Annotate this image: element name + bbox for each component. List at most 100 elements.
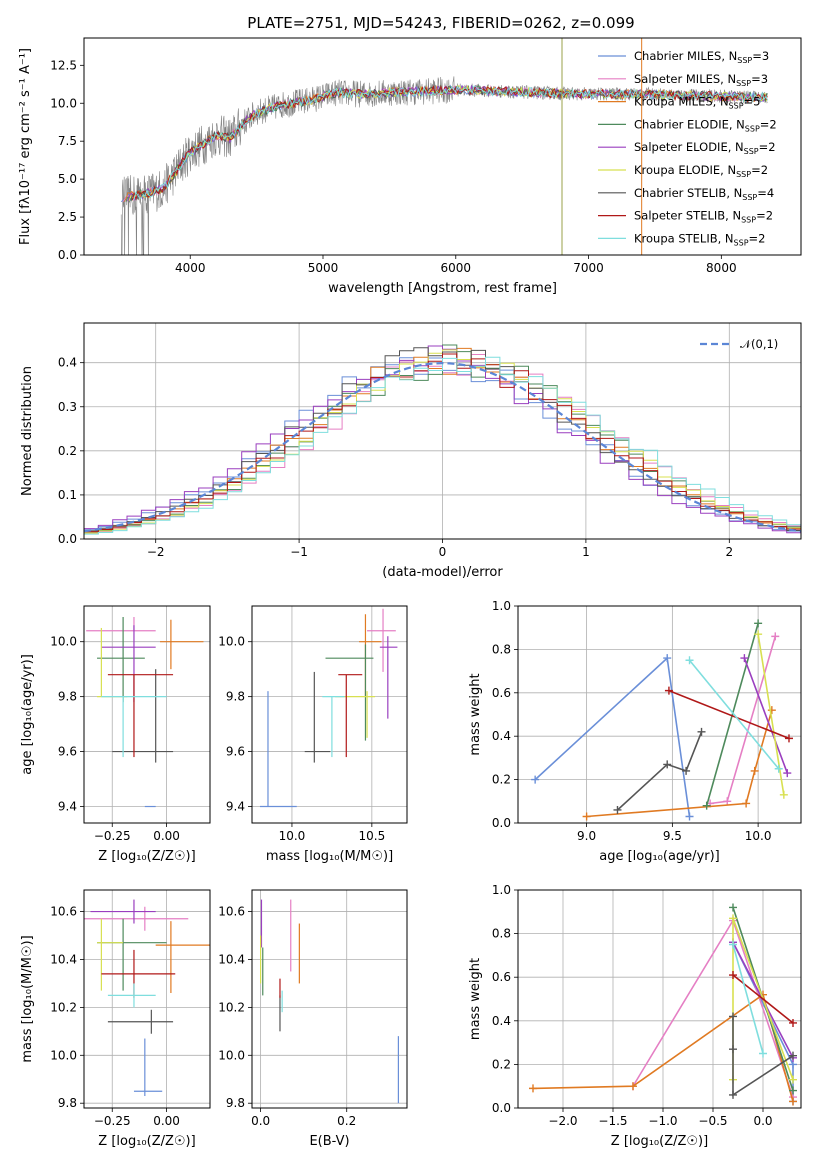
plot-area-weight-age	[518, 606, 801, 823]
y-tick-label: 0.8	[492, 927, 511, 941]
series-line	[757, 634, 785, 795]
model-line-kroupa-stelib	[133, 85, 769, 201]
point-marker	[779, 790, 788, 799]
x-tick-label: 0.0	[251, 1114, 270, 1128]
y-axis-label: mass weight	[468, 958, 483, 1040]
plot-area-age-mass	[252, 606, 407, 823]
x-tick-label: 0	[439, 545, 447, 559]
x-tick-label: −2	[147, 545, 165, 559]
x-tick-label: 2	[725, 545, 733, 559]
y-tick-label: 9.4	[58, 800, 77, 814]
axes-frame	[83, 322, 802, 540]
y-tick-label: 9.6	[226, 745, 245, 759]
figure-title: PLATE=2751, MJD=54243, FIBERID=0262, z=0…	[247, 14, 634, 32]
y-tick-label: 0.2	[492, 1057, 511, 1071]
series-kroupa-stelib	[729, 940, 767, 1058]
y-tick-label: 10.4	[218, 952, 245, 966]
x-tick-label: 7000	[573, 261, 604, 275]
point-kroupa-elodie	[97, 918, 124, 991]
panel-mass-ebv: 0.0 0.2 9.8 10.0 10.2 10.4 10.6 E(B-V)	[218, 889, 408, 1149]
plot-area-spectrum	[120, 38, 769, 255]
y-tick-label: 0.0	[492, 1101, 511, 1115]
y-tick-label: 10.0	[50, 1048, 77, 1062]
point-marker	[663, 760, 672, 769]
series-line	[668, 689, 790, 740]
series-line	[732, 944, 764, 1054]
y-tick-label: 10.0	[218, 635, 245, 649]
point-chabrier-elodie	[97, 616, 145, 703]
point-marker	[685, 812, 694, 821]
point-salpeter-miles	[367, 608, 396, 672]
point-marker	[754, 630, 763, 639]
x-tick-label: 10.0	[745, 829, 772, 843]
point-marker	[529, 1084, 537, 1093]
x-tick-label: 0.00	[153, 1114, 180, 1128]
legend-entry: 𝒩(0,1)	[740, 337, 778, 351]
y-tick-label: 1.0	[492, 883, 511, 897]
plot-area-residuals	[84, 323, 801, 539]
panel-weight-age: 9.0 9.5 10.0 0.0 0.2 0.4 0.6 0.8 1.0 age [log₁₀(a…	[468, 599, 802, 864]
point-kroupa-stelib	[107, 983, 156, 1008]
point-chabrier-elodie	[325, 644, 374, 741]
axes-frame	[83, 889, 211, 1109]
point-salpeter-miles	[84, 906, 189, 931]
x-axis-label: E(B-V)	[309, 1134, 349, 1149]
histogram-salpeter-elodie	[84, 345, 801, 534]
point-marker	[729, 1012, 737, 1021]
point-salpeter-elodie	[101, 625, 156, 703]
y-tick-label: 0.8	[492, 642, 511, 656]
x-axis-label: mass [log₁₀(M/M☉)]	[266, 849, 393, 864]
series-line	[616, 731, 703, 811]
point-chabrier-miles	[259, 691, 297, 808]
panel-mass-z: −0.25 0.00 9.8 10.0 10.2 10.4 10.6 Z [log₁₀(Z/Z…	[20, 889, 211, 1149]
point-marker	[729, 940, 737, 949]
point-chabrier-stelib	[107, 1009, 174, 1034]
y-tick-label: 0.6	[492, 970, 511, 984]
y-tick-label: 10.4	[50, 952, 77, 966]
x-axis-label: wavelength [Angstrom, rest frame]	[328, 281, 557, 296]
axes-frame	[517, 605, 802, 824]
point-marker	[742, 799, 751, 808]
point-marker	[729, 1090, 737, 1099]
y-axis-label: mass [log₁₀(M/M☉)]	[20, 935, 35, 1062]
panel-spectrum: 4000 5000 6000 7000 8000 0.0 2.5 5.0 7.5 10.0 12.5…	[18, 37, 802, 296]
panel-age-z: −0.25 0.00 9.4 9.6 9.8 10.0 Z [log₁₀(Z/Z☉)] age…	[20, 605, 211, 864]
x-tick-label: 5000	[308, 261, 339, 275]
y-tick-label: 2.5	[58, 210, 77, 224]
point-marker	[629, 1082, 637, 1091]
x-tick-label: 0.2	[337, 1114, 356, 1128]
y-tick-label: 9.6	[58, 745, 77, 759]
y-tick-label: 0.1	[58, 488, 77, 502]
plot-area-weight-z	[518, 890, 801, 1108]
point-salpeter-miles	[86, 616, 156, 632]
y-tick-label: 10.0	[218, 1048, 245, 1062]
point-marker	[729, 914, 737, 923]
point-marker	[729, 1045, 737, 1054]
y-tick-label: 9.8	[226, 690, 245, 704]
x-tick-label: 9.5	[663, 829, 682, 843]
x-tick-label: −0.25	[94, 829, 131, 843]
series-chabrier-elodie	[702, 619, 763, 810]
series-line	[705, 623, 759, 806]
series-chabrier-stelib	[729, 1012, 797, 1099]
legend-entry: Salpeter ELODIE, NSSP=2	[634, 140, 776, 156]
y-tick-label: 5.0	[58, 172, 77, 186]
series-chabrier-stelib	[613, 727, 706, 814]
axes-frame	[251, 889, 408, 1109]
point-marker	[740, 654, 749, 663]
point-chabrier-stelib	[304, 671, 331, 763]
legend-entry: Kroupa STELIB, NSSP=2	[634, 231, 765, 247]
x-tick-label: −0.25	[94, 1114, 131, 1128]
y-tick-label: 10.0	[50, 96, 77, 110]
y-tick-label: 10.2	[218, 1000, 245, 1014]
point-salpeter-elodie	[90, 899, 156, 924]
y-tick-label: 10.0	[50, 635, 77, 649]
point-marker	[723, 797, 732, 806]
series-line	[534, 656, 691, 817]
y-tick-label: 9.8	[58, 1096, 77, 1110]
x-tick-label: −2.0	[548, 1114, 577, 1128]
x-tick-label: 9.0	[577, 829, 596, 843]
y-tick-label: 0.4	[58, 356, 77, 370]
series-line	[532, 993, 794, 1102]
